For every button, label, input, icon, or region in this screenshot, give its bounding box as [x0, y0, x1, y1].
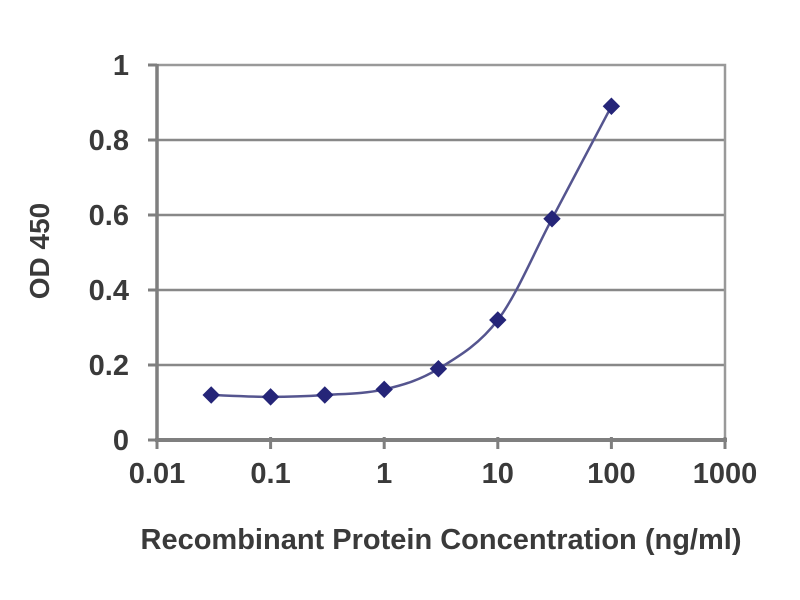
data-point-marker — [602, 97, 621, 115]
y-tick-label: 0.4 — [89, 275, 129, 307]
y-axis-title: OD 450 — [24, 202, 55, 300]
data-series-group — [202, 97, 621, 406]
plot-border — [155, 63, 727, 442]
series-line — [211, 105, 613, 399]
x-tick-label: 100 — [587, 458, 635, 490]
x-axis-title: Recombinant Protein Concentration (ng/ml… — [140, 524, 742, 556]
y-tick-label: 0.6 — [89, 200, 129, 232]
x-tick-label: 1000 — [693, 458, 758, 490]
y-tick-label: 0 — [113, 425, 129, 457]
y-tick-label: 1 — [113, 50, 129, 82]
data-point-marker — [261, 388, 280, 406]
data-point-marker — [202, 386, 220, 404]
data-point-marker — [489, 311, 507, 329]
axis-ticks-group — [148, 63, 727, 449]
y-tick-label: 0.8 — [89, 125, 129, 157]
gridlines-group — [157, 138, 725, 367]
data-point-marker — [375, 380, 393, 399]
y-tick-label: 0.2 — [89, 350, 129, 382]
x-tick-label: 0.1 — [250, 458, 290, 490]
x-tick-label: 0.01 — [129, 458, 185, 490]
y-tick-labels-group: 0 0.2 0.4 0.6 0.8 1 — [89, 50, 129, 457]
x-tick-label: 1 — [376, 458, 392, 490]
data-point-marker — [429, 360, 448, 378]
data-point-marker — [543, 210, 561, 228]
data-point-marker — [316, 386, 334, 404]
x-tick-labels-group: 0.01 0.1 1 10 100 1000 — [129, 458, 757, 490]
plot-border-group — [155, 63, 727, 442]
x-tick-label: 10 — [482, 458, 514, 490]
